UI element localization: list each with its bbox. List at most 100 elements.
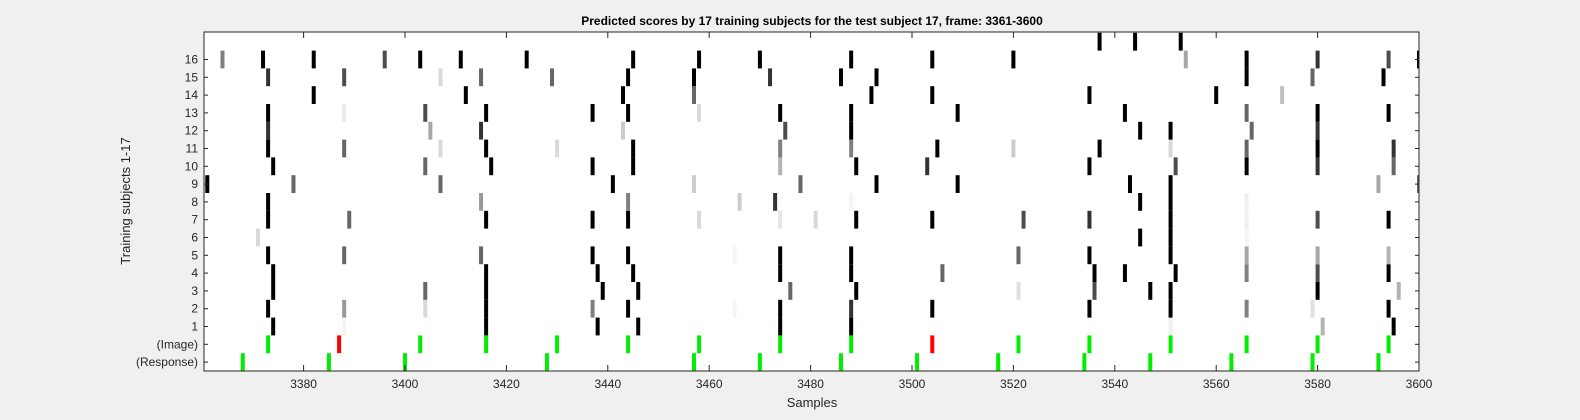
score-cell (479, 68, 484, 87)
score-cell (418, 50, 423, 69)
score-cell (783, 121, 788, 140)
score-cell (813, 210, 818, 229)
score-cell (423, 282, 428, 300)
score-cell (1244, 139, 1249, 158)
score-cell (1097, 139, 1102, 158)
score-cell (849, 121, 854, 140)
score-cell (1087, 299, 1092, 318)
y-tick-label: 2 (191, 302, 198, 316)
score-cell (590, 246, 595, 265)
score-cell (849, 104, 854, 122)
score-cell (697, 104, 702, 122)
score-cell (261, 50, 266, 69)
score-cell (1128, 175, 1133, 193)
score-cell (1122, 104, 1127, 122)
x-tick-label: 3460 (696, 377, 723, 391)
score-cell (1168, 228, 1173, 247)
response-cell (757, 353, 762, 371)
score-cell (930, 210, 935, 229)
score-cell (484, 264, 489, 282)
chart-title: Predicted scores by 17 training subjects… (581, 14, 1043, 28)
image-cell (266, 335, 271, 354)
score-cell (1097, 32, 1102, 51)
score-cell (955, 175, 960, 193)
score-cell (1244, 264, 1249, 282)
score-cell (849, 193, 854, 211)
score-cell (311, 50, 316, 69)
score-cell (869, 86, 874, 104)
score-cell (1183, 50, 1188, 69)
score-cell (1168, 246, 1173, 265)
response-cell (544, 353, 549, 371)
plot-frame (203, 31, 1420, 372)
score-cell (778, 157, 783, 176)
score-cell (854, 157, 859, 176)
score-cell (311, 86, 316, 104)
score-cell (463, 86, 468, 104)
score-cell (778, 299, 783, 318)
score-cell (935, 139, 940, 158)
score-cell (778, 264, 783, 282)
score-cell (1244, 193, 1249, 211)
score-cell (839, 68, 844, 87)
score-cell (590, 299, 595, 318)
score-cell (854, 210, 859, 229)
score-cell (773, 193, 778, 211)
image-cell (930, 335, 935, 354)
score-cell (874, 175, 879, 193)
y-tick-label: 8 (191, 195, 198, 209)
score-cell (1092, 282, 1097, 300)
x-tick-label: 3400 (392, 377, 419, 391)
score-cell (925, 157, 930, 176)
y-tick-label: (Response) (136, 355, 198, 369)
x-tick-label: 3520 (1000, 377, 1027, 391)
image-cell (418, 335, 423, 354)
score-cell (854, 282, 859, 300)
score-cell (1315, 264, 1320, 282)
x-tick-label: 3600 (1406, 377, 1433, 391)
score-cell (1396, 282, 1401, 300)
score-cell (1178, 32, 1183, 51)
response-cell (691, 353, 696, 371)
score-cell (590, 157, 595, 176)
score-cell (1315, 50, 1320, 69)
score-cell (458, 50, 463, 69)
score-cell (626, 210, 631, 229)
y-tick-label: 7 (191, 213, 198, 227)
score-cell (1249, 121, 1254, 140)
score-cell (347, 210, 352, 229)
score-cell (940, 264, 945, 282)
y-tick-label: 3 (191, 284, 198, 298)
image-cell (484, 335, 489, 354)
score-cell (220, 50, 225, 69)
x-tick-label: 3500 (899, 377, 926, 391)
y-tick-label: 16 (185, 53, 199, 67)
score-cell (631, 139, 636, 158)
score-cell (484, 282, 489, 300)
score-cell (930, 299, 935, 318)
score-cell (1244, 157, 1249, 176)
score-cell (1315, 246, 1320, 265)
score-cell (1168, 299, 1173, 318)
score-cell (636, 317, 641, 336)
score-cell (1168, 282, 1173, 300)
score-cell (484, 139, 489, 158)
score-cell (610, 175, 615, 193)
score-cell (874, 68, 879, 87)
score-cell (631, 264, 636, 282)
score-cell (271, 282, 276, 300)
y-tick-label: 6 (191, 231, 198, 245)
score-cell (1315, 104, 1320, 122)
score-cell (271, 317, 276, 336)
score-cell (1391, 157, 1396, 176)
score-cell (342, 246, 347, 265)
y-tick-label: 5 (191, 248, 198, 262)
score-cell (266, 299, 271, 318)
score-cell (849, 264, 854, 282)
score-cell (595, 264, 600, 282)
score-cell (1138, 121, 1143, 140)
response-cell (1148, 353, 1153, 371)
score-cell (438, 175, 443, 193)
